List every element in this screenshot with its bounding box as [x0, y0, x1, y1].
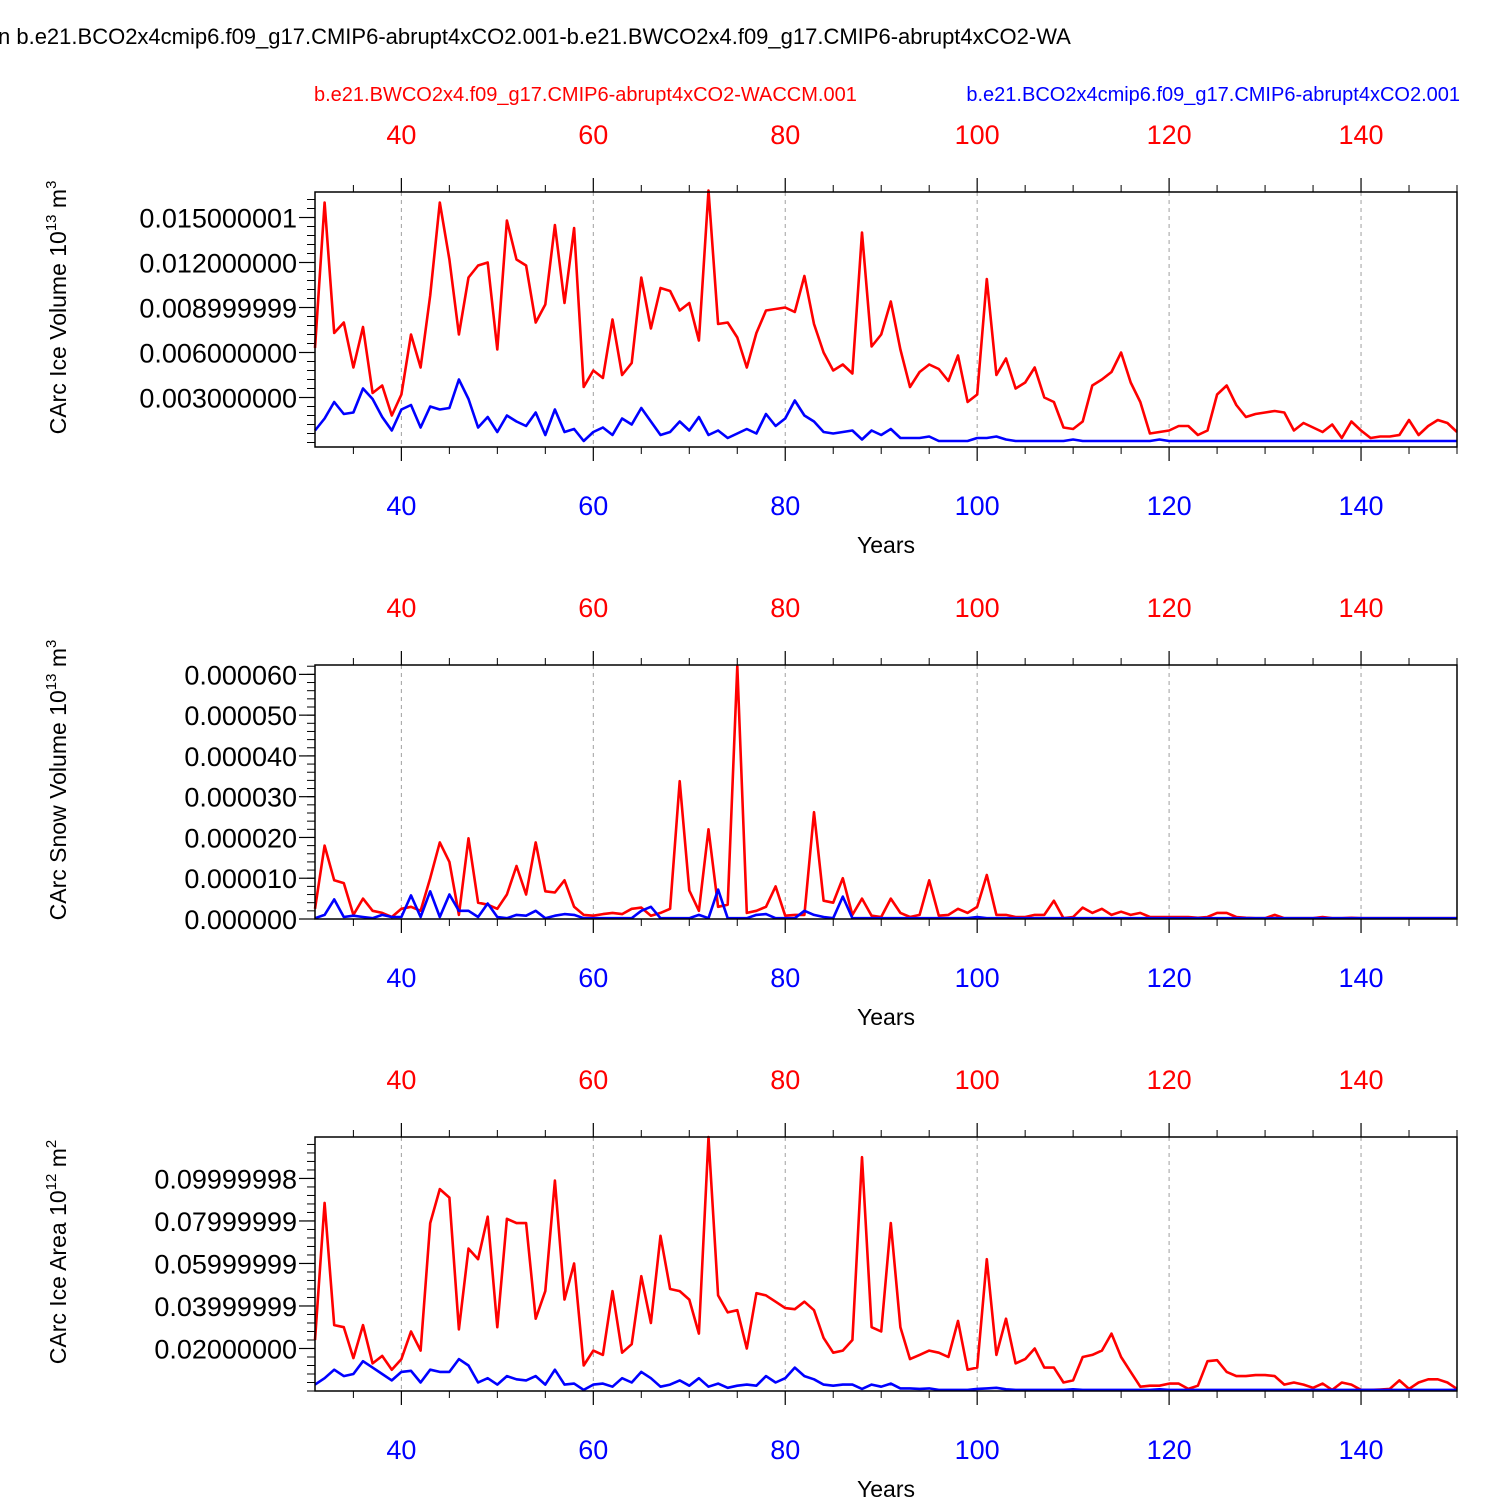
y-axis-label: CArc Ice Volume 1013 m3: [43, 181, 71, 435]
y-axis-label: CArc Ice Area 1012 m2: [43, 1140, 71, 1364]
x-tick-label-bottom: 40: [386, 1435, 416, 1465]
y-tick-label: 0.012000000: [139, 249, 297, 279]
x-tick-label-bottom: 100: [955, 491, 1000, 521]
x-tick-label-top: 120: [1147, 1065, 1192, 1095]
x-tick-label-top: 120: [1147, 120, 1192, 150]
x-tick-label-bottom: 140: [1339, 1435, 1384, 1465]
x-tick-label-bottom: 80: [770, 491, 800, 521]
x-tick-label-bottom: 80: [770, 1435, 800, 1465]
x-axis-label: Years: [857, 1004, 915, 1030]
y-tick-label: 0.09999998: [154, 1164, 297, 1194]
x-tick-label-top: 100: [955, 593, 1000, 623]
panels: 40 40 60 60 80 80 100 100 120 120 140 140 0.01500000…: [43, 120, 1458, 1500]
y-tick-label: 0.000040: [184, 742, 297, 772]
plot-frame: [314, 664, 1458, 920]
series-line-red: [313, 189, 1458, 440]
y-tick-label: 0.02000000: [154, 1334, 297, 1364]
series-line-red: [313, 664, 1457, 920]
series-line-blue: [314, 888, 1457, 920]
y-tick-label: 0.000000: [184, 905, 297, 935]
x-tick-label-bottom: 60: [578, 491, 608, 521]
x-tick-label-top: 60: [578, 1065, 608, 1095]
x-tick-label-bottom: 40: [386, 963, 416, 993]
x-tick-label-bottom: 140: [1339, 963, 1384, 993]
x-tick-label-bottom: 100: [955, 1435, 1000, 1465]
x-tick-label-top: 100: [955, 120, 1000, 150]
series-line-red: [313, 1135, 1458, 1392]
series-line-blue: [314, 1357, 1457, 1392]
series-line-blue: [313, 378, 1457, 443]
panel-2: 40 40 60 60 80 80 100 100 120 120 140 140 0.000060 0.…: [43, 593, 1458, 1030]
x-tick-label-top: 140: [1339, 120, 1384, 150]
y-tick-label: 0.05999999: [154, 1249, 297, 1279]
legend-blue-label: b.e21.BCO2x4cmip6.f09_g17.CMIP6-abrupt4x…: [966, 84, 1460, 106]
x-tick-label-top: 120: [1147, 593, 1192, 623]
x-tick-label-bottom: 140: [1339, 491, 1384, 521]
y-tick-label: 0.000050: [184, 701, 297, 731]
figure-title: n b.e21.BCO2x4cmip6.f09_g17.CMIP6-abrupt…: [0, 24, 1071, 49]
x-tick-label-top: 80: [770, 593, 800, 623]
x-tick-label-bottom: 80: [770, 963, 800, 993]
panel-3: 40 40 60 60 80 80 100 100 120 120 140 140 0.09999998…: [43, 1065, 1458, 1500]
x-tick-label-top: 140: [1339, 593, 1384, 623]
x-tick-label-top: 40: [386, 120, 416, 150]
x-tick-label-top: 80: [770, 1065, 800, 1095]
x-tick-label-bottom: 60: [578, 1435, 608, 1465]
y-tick-label: 0.03999999: [154, 1292, 297, 1322]
legend-red-label: b.e21.BWCO2x4.f09_g17.CMIP6-abrupt4xCO2-…: [314, 84, 857, 106]
y-tick-label: 0.003000000: [139, 384, 297, 414]
x-tick-label-top: 40: [386, 1065, 416, 1095]
panel-1: 40 40 60 60 80 80 100 100 120 120 140 140 0.01500000…: [43, 120, 1458, 558]
y-tick-label: 0.008999999: [139, 294, 297, 324]
x-tick-label-top: 60: [578, 120, 608, 150]
x-tick-label-top: 100: [955, 1065, 1000, 1095]
y-tick-label: 0.000060: [184, 660, 297, 690]
y-tick-label: 0.07999999: [154, 1207, 297, 1237]
x-axis-label: Years: [857, 532, 915, 558]
x-tick-label-bottom: 120: [1147, 963, 1192, 993]
y-tick-label: 0.000030: [184, 783, 297, 813]
plot-frame: [314, 1136, 1458, 1392]
y-tick-label: 0.000020: [184, 823, 297, 853]
x-tick-label-bottom: 40: [386, 491, 416, 521]
y-tick-label: 0.000010: [184, 864, 297, 894]
x-tick-label-bottom: 60: [578, 963, 608, 993]
plot-frame: [314, 191, 1458, 448]
y-tick-label: 0.006000000: [139, 339, 297, 369]
y-tick-label: 0.015000001: [139, 204, 297, 234]
x-axis-label: Years: [857, 1476, 915, 1500]
x-tick-label-bottom: 120: [1147, 491, 1192, 521]
x-tick-label-top: 140: [1339, 1065, 1384, 1095]
y-axis-label: CArc Snow Volume 1013 m3: [43, 640, 71, 921]
x-tick-label-top: 40: [386, 593, 416, 623]
x-tick-label-top: 60: [578, 593, 608, 623]
x-tick-label-bottom: 120: [1147, 1435, 1192, 1465]
x-tick-label-top: 80: [770, 120, 800, 150]
x-tick-label-bottom: 100: [955, 963, 1000, 993]
